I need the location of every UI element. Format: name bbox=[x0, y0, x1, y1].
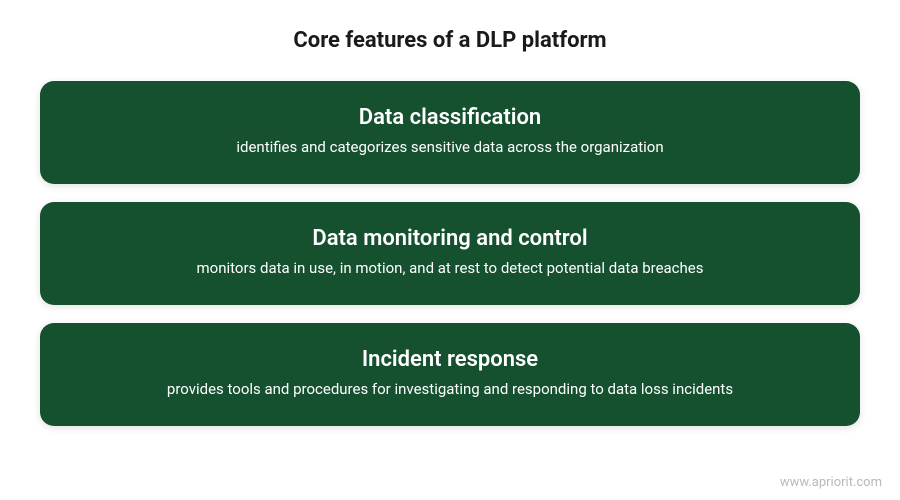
watermark-text: www.apriorit.com bbox=[780, 475, 882, 490]
feature-heading: Data monitoring and control bbox=[70, 226, 830, 251]
feature-heading: Data classification bbox=[70, 105, 830, 130]
feature-card-data-classification: Data classification identifies and categ… bbox=[40, 81, 860, 184]
feature-heading: Incident response bbox=[70, 347, 830, 372]
feature-description: monitors data in use, in motion, and at … bbox=[70, 259, 830, 277]
feature-card-incident-response: Incident response provides tools and pro… bbox=[40, 323, 860, 426]
infographic-title: Core features of a DLP platform bbox=[40, 28, 860, 53]
feature-cards-container: Data classification identifies and categ… bbox=[40, 81, 860, 426]
feature-description: identifies and categorizes sensitive dat… bbox=[70, 138, 830, 156]
feature-card-data-monitoring: Data monitoring and control monitors dat… bbox=[40, 202, 860, 305]
feature-description: provides tools and procedures for invest… bbox=[70, 380, 830, 398]
